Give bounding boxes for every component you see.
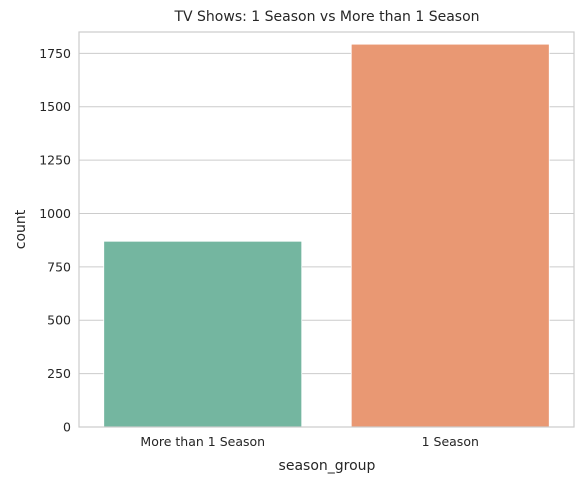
x-axis-label: season_group bbox=[279, 458, 376, 474]
y-tick-label: 500 bbox=[47, 313, 71, 328]
bar-1-season bbox=[350, 43, 550, 428]
y-tick-label: 0 bbox=[63, 420, 71, 435]
y-axis-label: count bbox=[13, 209, 29, 249]
y-tick-label: 1250 bbox=[39, 153, 71, 168]
x-tick-label: More than 1 Season bbox=[140, 434, 265, 449]
y-axis-ticks: 0 250 500 750 1000 1250 1500 1750 bbox=[39, 46, 71, 435]
plot-frame bbox=[78, 31, 575, 428]
chart-title: TV Shows: 1 Season vs More than 1 Season bbox=[173, 9, 479, 25]
y-tick-label: 750 bbox=[47, 259, 71, 274]
x-axis-ticks: More than 1 Season 1 Season bbox=[140, 434, 478, 449]
y-tick-label: 1000 bbox=[39, 206, 71, 221]
y-tick-label: 1500 bbox=[39, 99, 71, 114]
y-tick-label: 1750 bbox=[39, 46, 71, 61]
x-tick-label: 1 Season bbox=[422, 434, 479, 449]
bar-more-than-1-season bbox=[103, 240, 303, 428]
bars bbox=[103, 43, 550, 428]
y-tick-label: 250 bbox=[47, 366, 71, 381]
